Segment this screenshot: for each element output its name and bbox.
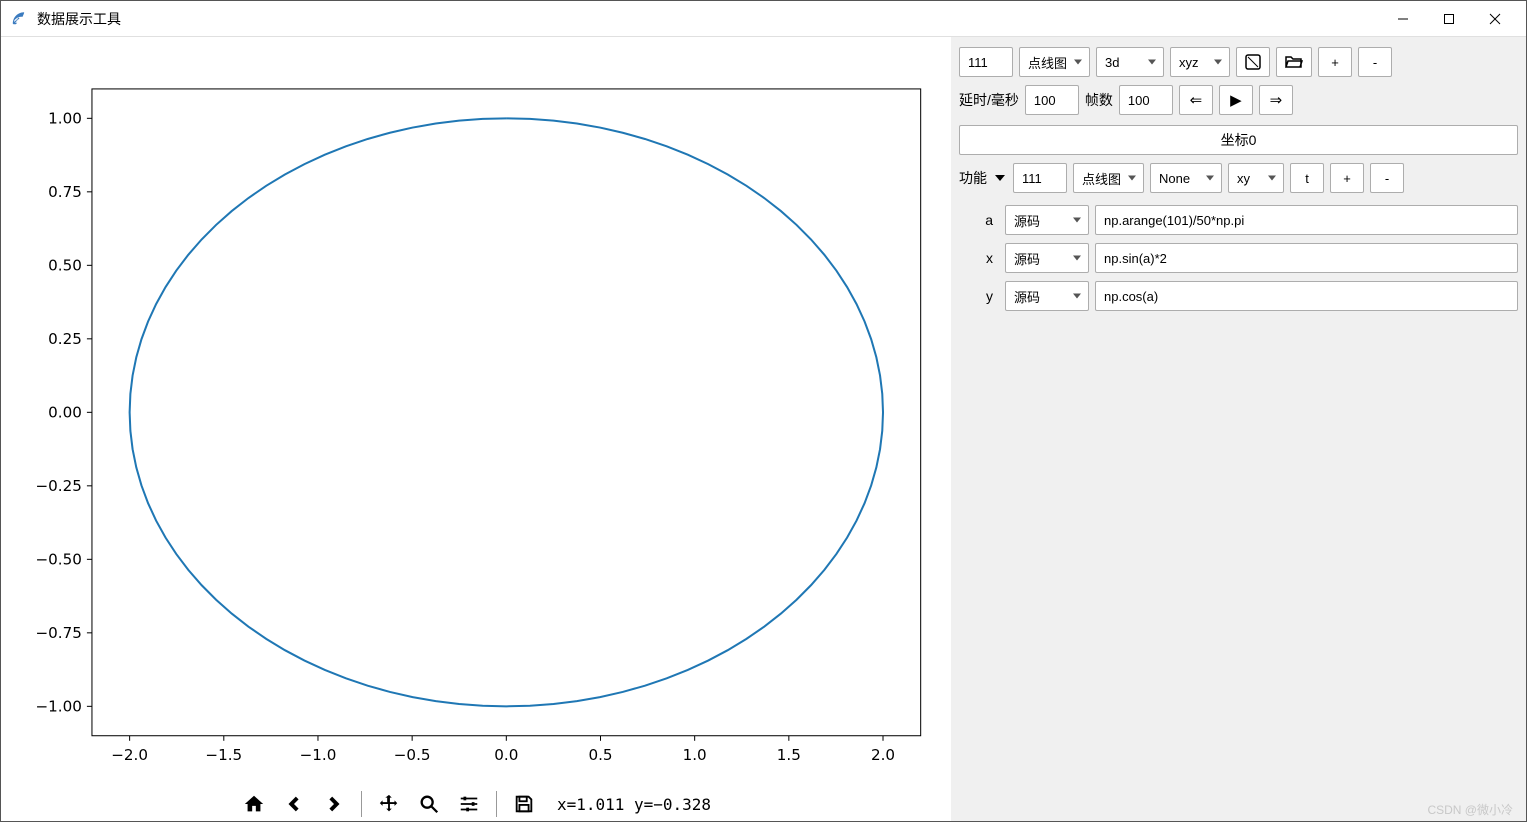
plot-type-select[interactable]: 点线图 — [1019, 47, 1090, 77]
formula-input-a[interactable] — [1095, 205, 1518, 235]
save-floppy-icon[interactable] — [511, 791, 537, 817]
svg-text:1.00: 1.00 — [48, 109, 82, 127]
plot-canvas[interactable]: −2.0 −1.5 −1.0 −0.5 0.0 0.5 1.0 1.5 2.0 −1.00 −0.7… — [1, 47, 951, 788]
mpl-toolbar: x=1.011 y=−0.328 — [1, 788, 951, 821]
window-close-button[interactable] — [1472, 3, 1518, 35]
source-select-a[interactable]: 源码 — [1005, 205, 1089, 235]
axes-type-select[interactable]: xyz — [1170, 47, 1230, 77]
svg-text:1.5: 1.5 — [777, 746, 801, 764]
svg-text:0.25: 0.25 — [48, 330, 82, 348]
app-feather-icon — [9, 10, 27, 28]
window-maximize-button[interactable] — [1426, 3, 1472, 35]
window-minimize-button[interactable] — [1380, 3, 1426, 35]
configure-sliders-icon[interactable] — [456, 791, 482, 817]
window-titlebar: 数据展示工具 — [1, 1, 1526, 37]
plot-canvas-wrap: −2.0 −1.5 −1.0 −0.5 0.0 0.5 1.0 1.5 2.0 −1.00 −0.7… — [1, 47, 951, 788]
open-folder-button[interactable] — [1276, 47, 1312, 77]
svg-text:0.0: 0.0 — [494, 746, 518, 764]
param-x-label: x — [959, 250, 999, 266]
control-sidebar: 点线图 3d xyz + - 延时/毫秒 帧数 ⇐ ▶ ⇒ 坐标0 功能 — [951, 37, 1526, 821]
watermark-text: CSDN @微小冷 — [1427, 801, 1513, 818]
pan-move-icon[interactable] — [376, 791, 402, 817]
svg-text:−2.0: −2.0 — [111, 746, 148, 764]
prev-frame-button[interactable]: ⇐ — [1179, 85, 1213, 115]
subplot-index-input-2[interactable] — [1013, 163, 1067, 193]
svg-text:−1.5: −1.5 — [205, 746, 242, 764]
source-select-x[interactable]: 源码 — [1005, 243, 1089, 273]
svg-text:0.50: 0.50 — [48, 256, 82, 274]
dimension-select[interactable]: 3d — [1096, 47, 1164, 77]
arrow-right-icon: ⇒ — [1270, 93, 1283, 108]
folder-open-icon — [1285, 54, 1303, 70]
coord-readout: x=1.011 y=−0.328 — [557, 795, 711, 814]
play-button[interactable]: ▶ — [1219, 85, 1253, 115]
formula-grid: a 源码 x 源码 y 源码 — [959, 205, 1518, 311]
param-y-label: y — [959, 288, 999, 304]
svg-text:−0.50: −0.50 — [35, 550, 81, 568]
add-subplot-button[interactable]: + — [1318, 47, 1352, 77]
svg-text:−0.5: −0.5 — [394, 746, 431, 764]
play-icon: ▶ — [1230, 93, 1242, 108]
controls-row-3: 功能 点线图 None xy t + - — [959, 163, 1518, 193]
next-frame-button[interactable]: ⇒ — [1259, 85, 1293, 115]
remove-series-button[interactable]: - — [1370, 163, 1404, 193]
plot-type-select-2[interactable]: 点线图 — [1073, 163, 1144, 193]
window-title: 数据展示工具 — [37, 9, 1380, 29]
axes-type-select-2[interactable]: xy — [1228, 163, 1284, 193]
style-select[interactable]: None — [1150, 163, 1222, 193]
main-area: −2.0 −1.5 −1.0 −0.5 0.0 0.5 1.0 1.5 2.0 −1.00 −0.7… — [1, 37, 1526, 821]
svg-text:0.5: 0.5 — [588, 746, 612, 764]
formula-input-x[interactable] — [1095, 243, 1518, 273]
remove-subplot-button[interactable]: - — [1358, 47, 1392, 77]
function-label: 功能 — [959, 168, 987, 188]
window-controls — [1380, 3, 1518, 35]
forward-arrow-icon[interactable] — [321, 791, 347, 817]
controls-row-1: 点线图 3d xyz + - — [959, 47, 1518, 77]
t-param-button[interactable]: t — [1290, 163, 1324, 193]
svg-text:2.0: 2.0 — [871, 746, 895, 764]
back-arrow-icon[interactable] — [281, 791, 307, 817]
arrow-left-icon: ⇐ — [1190, 93, 1203, 108]
frames-label: 帧数 — [1085, 90, 1113, 110]
svg-text:−0.75: −0.75 — [35, 624, 81, 642]
svg-text:−0.25: −0.25 — [35, 477, 81, 495]
expand-triangle-icon[interactable] — [995, 175, 1005, 181]
param-a-label: a — [959, 212, 999, 228]
svg-text:−1.0: −1.0 — [300, 746, 337, 764]
formula-row-y: y 源码 — [959, 281, 1518, 311]
svg-text:0.75: 0.75 — [48, 183, 82, 201]
formula-input-y[interactable] — [1095, 281, 1518, 311]
delay-label: 延时/毫秒 — [959, 90, 1019, 110]
svg-text:−1.00: −1.00 — [35, 697, 81, 715]
coord-section-header[interactable]: 坐标0 — [959, 125, 1518, 155]
controls-row-2: 延时/毫秒 帧数 ⇐ ▶ ⇒ — [959, 85, 1518, 115]
home-icon[interactable] — [241, 791, 267, 817]
svg-text:0.00: 0.00 — [48, 403, 82, 421]
plot-panel: −2.0 −1.5 −1.0 −0.5 0.0 0.5 1.0 1.5 2.0 −1.00 −0.7… — [1, 37, 951, 821]
formula-row-a: a 源码 — [959, 205, 1518, 235]
toolbar-separator — [496, 791, 497, 817]
delay-input[interactable] — [1025, 85, 1079, 115]
add-series-button[interactable]: + — [1330, 163, 1364, 193]
formula-row-x: x 源码 — [959, 243, 1518, 273]
toggle-checkbox-button[interactable] — [1236, 47, 1270, 77]
svg-text:1.0: 1.0 — [683, 746, 707, 764]
frames-input[interactable] — [1119, 85, 1173, 115]
source-select-y[interactable]: 源码 — [1005, 281, 1089, 311]
checkbox-icon — [1245, 54, 1261, 70]
toolbar-separator — [361, 791, 362, 817]
subplot-index-input[interactable] — [959, 47, 1013, 77]
zoom-magnify-icon[interactable] — [416, 791, 442, 817]
